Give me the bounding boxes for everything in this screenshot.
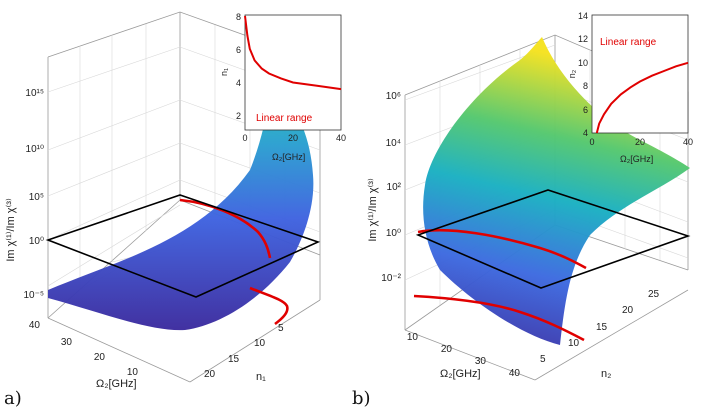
- inset-curve: [244, 15, 342, 91]
- inset-y-label: n₁: [219, 68, 229, 76]
- panel-a-x-ticks: 40 30 20 10: [29, 320, 139, 378]
- x-tick: 40: [29, 320, 41, 331]
- inset-y-tick: 10: [578, 58, 588, 68]
- x-tick: 30: [475, 356, 487, 367]
- inset-x-label: Ω₂[GHz]: [272, 152, 305, 162]
- inset-x-tick: 0: [589, 137, 594, 147]
- inset-x-tick: 20: [288, 133, 298, 143]
- panel-a-x-label: Ω₂[GHz]: [96, 378, 137, 390]
- inset-y-tick: 4: [236, 78, 241, 88]
- panel-a-surface: [48, 82, 314, 331]
- panel-b-z-ticks: 10⁶ 10⁴ 10² 10⁰ 10⁻²: [381, 91, 401, 284]
- panel-a-linear-range-curve: [179, 198, 272, 259]
- panel-b: 10⁶ 10⁴ 10² 10⁰ 10⁻² Im χ⁽¹⁾/Im χ⁽³⁾ 10 …: [352, 11, 693, 409]
- panel-b-surface: [423, 37, 690, 345]
- inset-note: Linear range: [256, 113, 313, 124]
- inset-note: Linear range: [600, 37, 657, 48]
- inset-frame: [244, 14, 342, 131]
- inset-y-tick: 4: [583, 128, 588, 138]
- panel-b-reference-plane: [415, 189, 691, 289]
- panel-a-floor-projection: [249, 286, 289, 326]
- panel-b-x-label: Ω₂[GHz]: [440, 368, 481, 380]
- z-tick: 10²: [387, 182, 402, 193]
- x-tick: 40: [509, 368, 521, 379]
- panel-b-floor-projection: [413, 294, 585, 342]
- z-tick: 10⁰: [386, 228, 401, 239]
- panel-a: 10¹⁵ 10¹⁰ 10⁵ 10⁰ 10⁻⁵ Im χ⁽¹⁾/Im χ⁽³⁾ 4…: [4, 11, 346, 409]
- y-tick: 20: [204, 369, 216, 380]
- y-tick: 20: [622, 305, 634, 316]
- inset-y-tick: 6: [583, 105, 588, 115]
- z-tick: 10⁻⁵: [23, 290, 44, 301]
- y-tick: 10: [254, 338, 266, 349]
- z-tick: 10⁰: [29, 236, 44, 247]
- inset-x-tick: 0: [242, 133, 247, 143]
- inset-x-tick: 20: [635, 137, 645, 147]
- inset-y-label: n₂: [567, 69, 577, 78]
- x-tick: 30: [61, 337, 73, 348]
- inset-y-tick: 12: [578, 34, 588, 44]
- z-tick: 10¹⁰: [26, 144, 44, 155]
- panel-a-reference-plane: [45, 194, 321, 298]
- y-tick: 15: [596, 322, 608, 333]
- z-tick: 10⁴: [386, 138, 401, 149]
- panel-a-y-label: n₁: [256, 371, 266, 383]
- y-tick: 5: [278, 323, 284, 334]
- x-tick: 20: [441, 344, 453, 355]
- panel-a-inset: 8 6 4 2 0 20 40 n₁ Ω₂[GHz] Linear range: [219, 12, 346, 162]
- inset-x-tick: 40: [683, 137, 693, 147]
- panel-b-label: b): [352, 388, 371, 409]
- inset-y-tick: 8: [583, 81, 588, 91]
- x-tick: 10: [127, 367, 139, 378]
- inset-y-tick: 14: [578, 11, 588, 21]
- z-tick: 10⁶: [386, 91, 401, 102]
- panel-b-inset: 4 6 8 10 12 14 0 20 40 n₂ Ω₂[GHz] Linear…: [567, 11, 693, 164]
- panel-a-z-label: Im χ⁽¹⁾/Im χ⁽³⁾: [5, 198, 17, 262]
- y-tick: 10: [568, 338, 580, 349]
- panel-b-y-label: n₂: [601, 368, 611, 380]
- y-tick: 15: [228, 354, 240, 365]
- panel-a-z-ticks: 10¹⁵ 10¹⁰ 10⁵ 10⁰ 10⁻⁵: [23, 88, 44, 301]
- x-tick: 20: [94, 352, 106, 363]
- z-tick: 10¹⁵: [25, 88, 44, 99]
- inset-y-tick: 2: [236, 111, 241, 121]
- z-tick: 10⁵: [29, 192, 44, 203]
- inset-frame: [591, 14, 689, 134]
- inset-y-tick: 8: [236, 12, 241, 22]
- y-tick: 25: [648, 289, 660, 300]
- inset-curve: [595, 61, 689, 134]
- z-tick: 10⁻²: [381, 273, 401, 284]
- panel-a-label: a): [4, 388, 22, 409]
- inset-y-tick: 6: [236, 45, 241, 55]
- y-tick: 5: [540, 354, 546, 365]
- inset-x-tick: 40: [336, 133, 346, 143]
- panel-b-z-label: Im χ⁽¹⁾/Im χ⁽³⁾: [367, 178, 379, 242]
- panel-b-x-ticks: 10 20 30 40: [407, 332, 521, 379]
- panel-b-linear-range-curve: [417, 228, 587, 270]
- x-tick: 10: [407, 332, 419, 343]
- panel-a-y-ticks: 5 10 15 20: [204, 323, 284, 380]
- inset-x-label: Ω₂[GHz]: [620, 154, 653, 164]
- panel-b-y-ticks: 5 10 15 20 25: [540, 289, 660, 365]
